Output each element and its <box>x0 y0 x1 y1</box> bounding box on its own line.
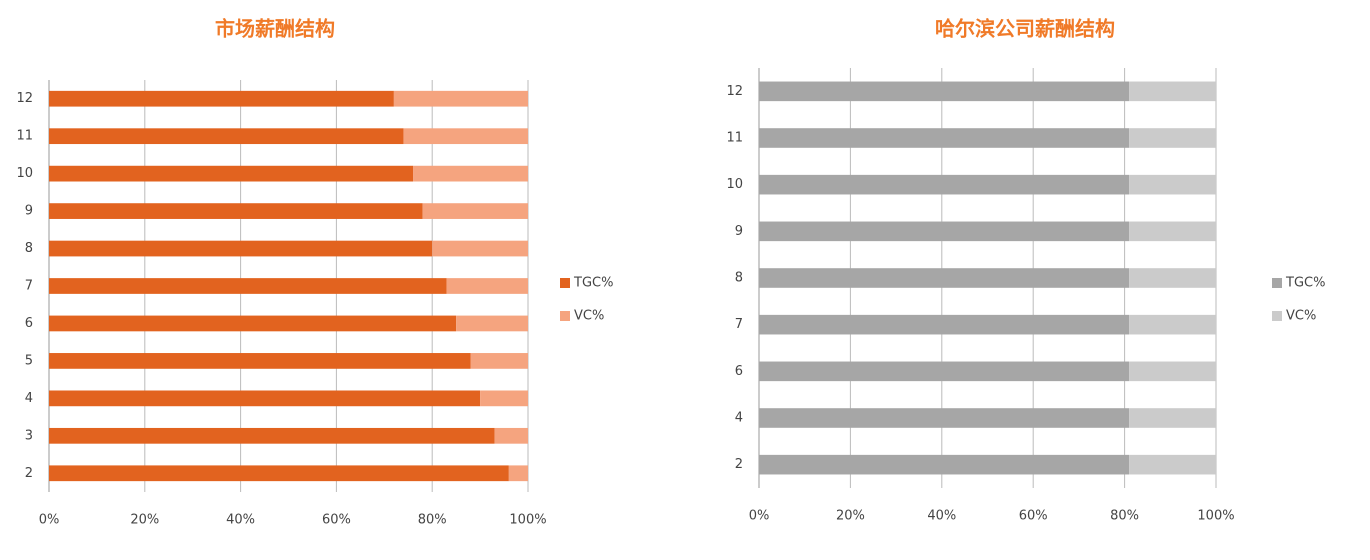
bar-segment <box>49 353 471 369</box>
y-tick-label: 9 <box>735 224 743 239</box>
legend-swatch <box>560 311 570 321</box>
x-tick-label: 100% <box>509 513 546 528</box>
x-tick-label: 80% <box>1110 509 1139 524</box>
y-tick-label: 8 <box>25 241 33 256</box>
bar-segment <box>759 361 1130 382</box>
y-tick-label: 6 <box>735 364 743 379</box>
bar-segment <box>759 408 1130 428</box>
bar-segment <box>759 314 1130 335</box>
bar-segment <box>422 203 528 219</box>
x-tick-label: 20% <box>130 513 159 528</box>
y-tick-label: 3 <box>25 428 33 443</box>
bar-segment <box>49 427 495 444</box>
x-tick-label: 60% <box>322 513 351 528</box>
y-tick-label: 6 <box>25 316 33 331</box>
legend-swatch <box>1272 278 1282 288</box>
bar-segment <box>759 128 1130 148</box>
x-tick-label: 40% <box>927 509 956 524</box>
bar-segment <box>49 240 433 257</box>
x-tick-label: 100% <box>1197 509 1234 524</box>
bar-segment <box>456 315 528 332</box>
bar-segment <box>49 90 394 107</box>
y-tick-label: 4 <box>735 411 743 426</box>
bar-segment <box>1129 361 1216 382</box>
x-tick-label: 20% <box>836 509 865 524</box>
bar-segment <box>49 390 481 407</box>
bar-segment <box>413 165 528 182</box>
x-tick-label: 80% <box>418 513 447 528</box>
bar-segment <box>49 278 447 294</box>
bar-segment <box>393 90 528 107</box>
bar-segment <box>1129 128 1216 148</box>
legend-swatch <box>1272 311 1282 321</box>
bar-segment <box>49 128 404 145</box>
bar-segment <box>1129 408 1216 428</box>
chart-title: 市场薪酬结构 <box>215 17 335 41</box>
y-tick-label: 12 <box>726 84 743 99</box>
bar-segment <box>49 165 414 182</box>
y-tick-label: 12 <box>16 91 33 106</box>
legend-label: TGC% <box>1285 276 1325 291</box>
y-tick-label: 7 <box>25 279 33 294</box>
y-tick-label: 4 <box>25 391 33 406</box>
bar-segment <box>1129 221 1216 242</box>
bar-segment <box>494 427 528 444</box>
x-tick-label: 60% <box>1019 509 1048 524</box>
bar-segment <box>759 174 1130 195</box>
bar-segment <box>1129 268 1216 288</box>
y-tick-label: 10 <box>726 177 743 192</box>
bar-segment <box>470 353 528 369</box>
x-tick-label: 0% <box>39 513 60 528</box>
bar-segment <box>446 278 528 294</box>
bar-segment <box>759 454 1130 475</box>
bar-segment <box>49 465 509 482</box>
bar-segment <box>1129 314 1216 335</box>
x-tick-label: 40% <box>226 513 255 528</box>
y-tick-label: 9 <box>25 204 33 219</box>
bar-segment <box>49 203 423 219</box>
bar-segment <box>1129 174 1216 195</box>
y-tick-label: 11 <box>16 129 33 144</box>
bar-segment <box>403 128 528 145</box>
bar-segment <box>759 221 1130 242</box>
y-tick-label: 2 <box>735 457 743 472</box>
bar-segment <box>1129 454 1216 475</box>
legend-label: VC% <box>574 309 604 324</box>
bar-segment <box>759 268 1130 288</box>
y-tick-label: 2 <box>25 466 33 481</box>
y-tick-label: 5 <box>25 353 33 368</box>
bar-segment <box>49 315 457 332</box>
y-tick-label: 8 <box>735 271 743 286</box>
y-tick-label: 10 <box>16 166 33 181</box>
legend-label: VC% <box>1286 309 1316 324</box>
chart-title: 哈尔滨公司薪酬结构 <box>935 17 1115 41</box>
bar-segment <box>508 465 528 482</box>
bar-segment <box>432 240 528 257</box>
y-tick-label: 11 <box>726 131 743 146</box>
bar-segment <box>480 390 528 407</box>
x-tick-label: 0% <box>749 509 770 524</box>
bar-segment <box>1129 81 1216 102</box>
legend-label: TGC% <box>573 276 613 291</box>
y-tick-label: 7 <box>735 317 743 332</box>
bar-segment <box>759 81 1130 102</box>
legend-swatch <box>560 278 570 288</box>
